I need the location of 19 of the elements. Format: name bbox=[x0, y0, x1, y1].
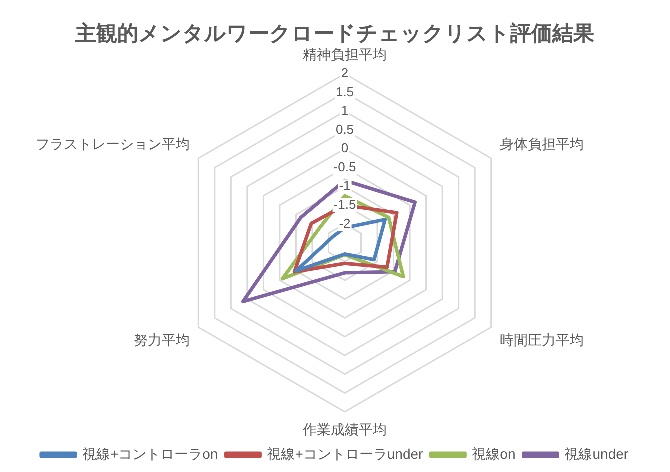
legend-label: 視線under bbox=[564, 446, 629, 462]
chart-title: 主観的メンタルワークロードチェックリスト評価結果 bbox=[74, 21, 594, 46]
y-tick-label: 0 bbox=[341, 140, 349, 156]
spoke-label: 努力平均 bbox=[134, 332, 190, 348]
spoke-label: フラストレーション平均 bbox=[36, 136, 190, 152]
y-tick-label: 1.5 bbox=[336, 84, 354, 100]
spoke-label: 時間圧力平均 bbox=[500, 332, 584, 348]
y-tick-label: 1 bbox=[341, 103, 349, 118]
y-tick-label: 0.5 bbox=[336, 122, 354, 137]
y-tick-label: -1 bbox=[339, 178, 351, 194]
spoke-label: 精神負担平均 bbox=[303, 46, 387, 62]
legend-label: 視線+コントローラunder bbox=[267, 446, 424, 462]
legend-label: 視線on bbox=[472, 446, 516, 462]
y-tick-label: -0.5 bbox=[334, 159, 356, 174]
legend-label: 視線+コントローラon bbox=[82, 446, 218, 462]
spoke-label: 作業成績平均 bbox=[302, 421, 387, 438]
y-tick-label: -2 bbox=[339, 216, 351, 231]
y-tick-label: 2 bbox=[341, 66, 349, 81]
spoke-label: 身体負担平均 bbox=[500, 136, 584, 152]
